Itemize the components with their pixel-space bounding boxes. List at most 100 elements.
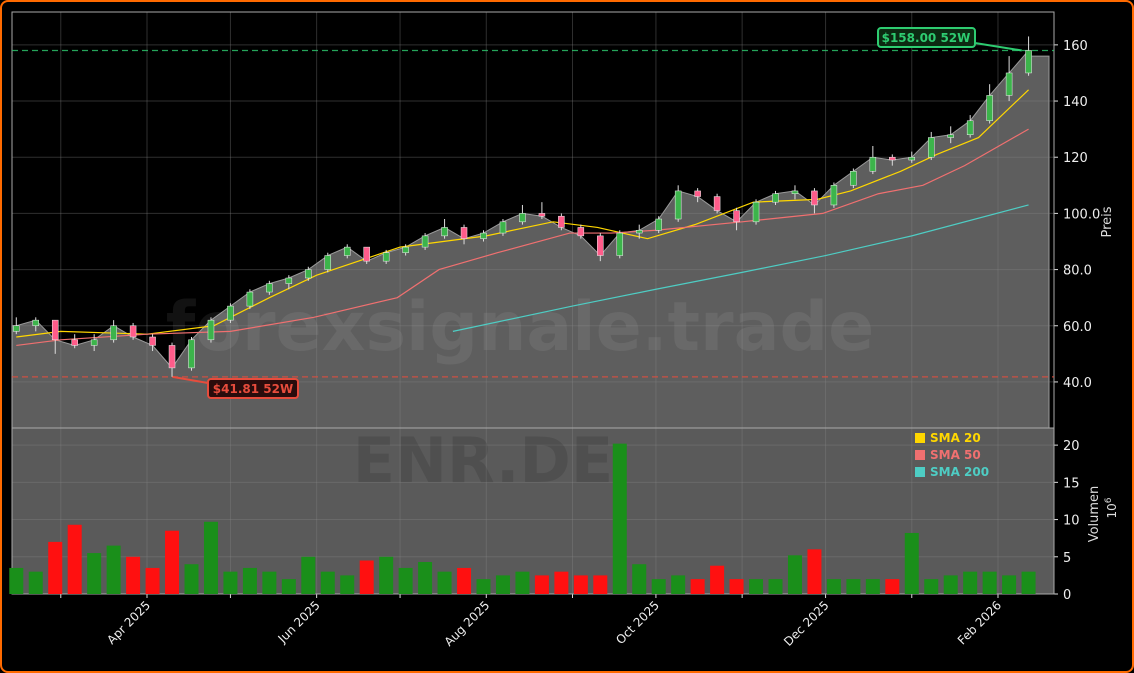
candle-body xyxy=(382,252,390,262)
candle-body xyxy=(791,190,799,194)
x-tick-label: Dec 2025 xyxy=(781,598,832,649)
candle-body xyxy=(90,339,98,346)
candle-body xyxy=(772,193,779,203)
candle-body xyxy=(733,210,740,223)
volume-bar xyxy=(573,575,588,594)
candle-body xyxy=(324,255,332,270)
candle-body xyxy=(752,201,760,223)
candle-body xyxy=(227,305,234,321)
volume-bar xyxy=(807,549,822,594)
candle-body xyxy=(480,232,487,239)
candle-body xyxy=(655,218,662,231)
price-tick-label: 40.0 xyxy=(1063,376,1092,391)
candle-body xyxy=(713,196,721,211)
volume-tick-label: 5 xyxy=(1063,551,1071,566)
volume-bar xyxy=(710,565,725,594)
candle-body xyxy=(207,319,215,341)
candle-body xyxy=(266,283,273,293)
candle-body xyxy=(51,319,59,341)
volume-bar xyxy=(28,571,43,594)
candle-body xyxy=(616,232,624,256)
candle-body xyxy=(635,230,643,234)
candle-body xyxy=(32,319,40,327)
x-tick-label: Feb 2026 xyxy=(955,598,1004,647)
candle-body xyxy=(538,213,546,217)
price-tick-label: 160 xyxy=(1063,39,1088,54)
volume-bar xyxy=(515,571,530,594)
volume-bar xyxy=(943,575,958,594)
volume-bar xyxy=(885,579,900,594)
candle-body xyxy=(850,171,857,186)
candle-body xyxy=(168,345,176,369)
candle-body xyxy=(305,269,312,279)
legend-swatch-sma50 xyxy=(915,450,925,460)
volume-bar xyxy=(1002,575,1017,594)
volume-bar xyxy=(87,553,102,594)
volume-bar xyxy=(768,579,783,594)
candle-body xyxy=(577,227,585,237)
volume-axis-label: Volumen xyxy=(1087,486,1102,543)
x-tick-label: Jun 2025 xyxy=(275,598,323,646)
volume-bar xyxy=(48,541,63,594)
volume-bar xyxy=(924,579,939,594)
candle-body xyxy=(1025,50,1032,74)
candle-body xyxy=(558,215,565,228)
candle-body xyxy=(13,325,20,332)
volume-bar xyxy=(593,575,608,594)
volume-bar xyxy=(554,571,569,594)
annotation-low-arrow xyxy=(172,375,209,384)
volume-bar xyxy=(145,567,160,594)
volume-tick-label: 15 xyxy=(1063,476,1080,491)
volume-bar xyxy=(729,579,744,594)
price-tick-label: 100.0 xyxy=(1063,207,1100,222)
volume-bar xyxy=(340,575,355,594)
annotation-low: $41.81 52W xyxy=(207,378,299,399)
volume-bar xyxy=(437,571,452,594)
volume-bar xyxy=(846,579,861,594)
annotation-high-label: $158.00 52W xyxy=(882,31,971,45)
volume-bar xyxy=(612,443,627,594)
candle-body xyxy=(986,95,993,121)
price-tick-label: 60.0 xyxy=(1063,320,1092,335)
price-axis-label: Preis xyxy=(1100,206,1115,237)
candle-body xyxy=(285,277,293,284)
candle-body xyxy=(811,190,818,206)
price-tick-label: 80.0 xyxy=(1063,264,1092,279)
candle-body xyxy=(889,156,896,161)
candle-body xyxy=(460,227,468,239)
volume-tick-label: 0 xyxy=(1063,588,1071,603)
price-tick-label: 140 xyxy=(1063,95,1088,110)
legend-label-sma200: SMA 200 xyxy=(930,465,989,479)
volume-bar xyxy=(865,579,880,594)
volume-tick-label: 20 xyxy=(1063,439,1080,454)
volume-bar xyxy=(223,571,238,594)
sma-line-sma200 xyxy=(452,204,1029,332)
candle-body xyxy=(441,227,448,237)
candle-body xyxy=(129,325,137,338)
legend-swatch-sma200 xyxy=(915,467,925,477)
candle-body xyxy=(343,246,351,256)
candle-body xyxy=(188,339,195,369)
volume-bar xyxy=(963,571,978,594)
candle-body xyxy=(927,137,935,158)
volume-bar xyxy=(262,571,277,594)
volume-bar xyxy=(320,571,335,594)
candle-body xyxy=(869,156,877,172)
volume-bar xyxy=(418,561,433,594)
candle-body xyxy=(1005,72,1013,96)
volume-bar xyxy=(982,571,997,594)
legend-label-sma20: SMA 20 xyxy=(930,431,981,445)
volume-unit-label: 106 xyxy=(1104,497,1119,518)
x-tick-label: Aug 2025 xyxy=(442,598,493,649)
x-tick-label: Apr 2025 xyxy=(104,598,153,647)
candle-body xyxy=(908,156,916,161)
volume-bar xyxy=(826,579,841,594)
volume-bar xyxy=(651,579,666,594)
volume-bar xyxy=(67,524,82,594)
plot-border xyxy=(11,11,1055,595)
volume-bar xyxy=(690,579,705,594)
candle-body xyxy=(421,235,429,248)
candle-body xyxy=(149,336,156,346)
sma-line-sma50 xyxy=(16,128,1029,347)
candle-body xyxy=(830,185,838,206)
